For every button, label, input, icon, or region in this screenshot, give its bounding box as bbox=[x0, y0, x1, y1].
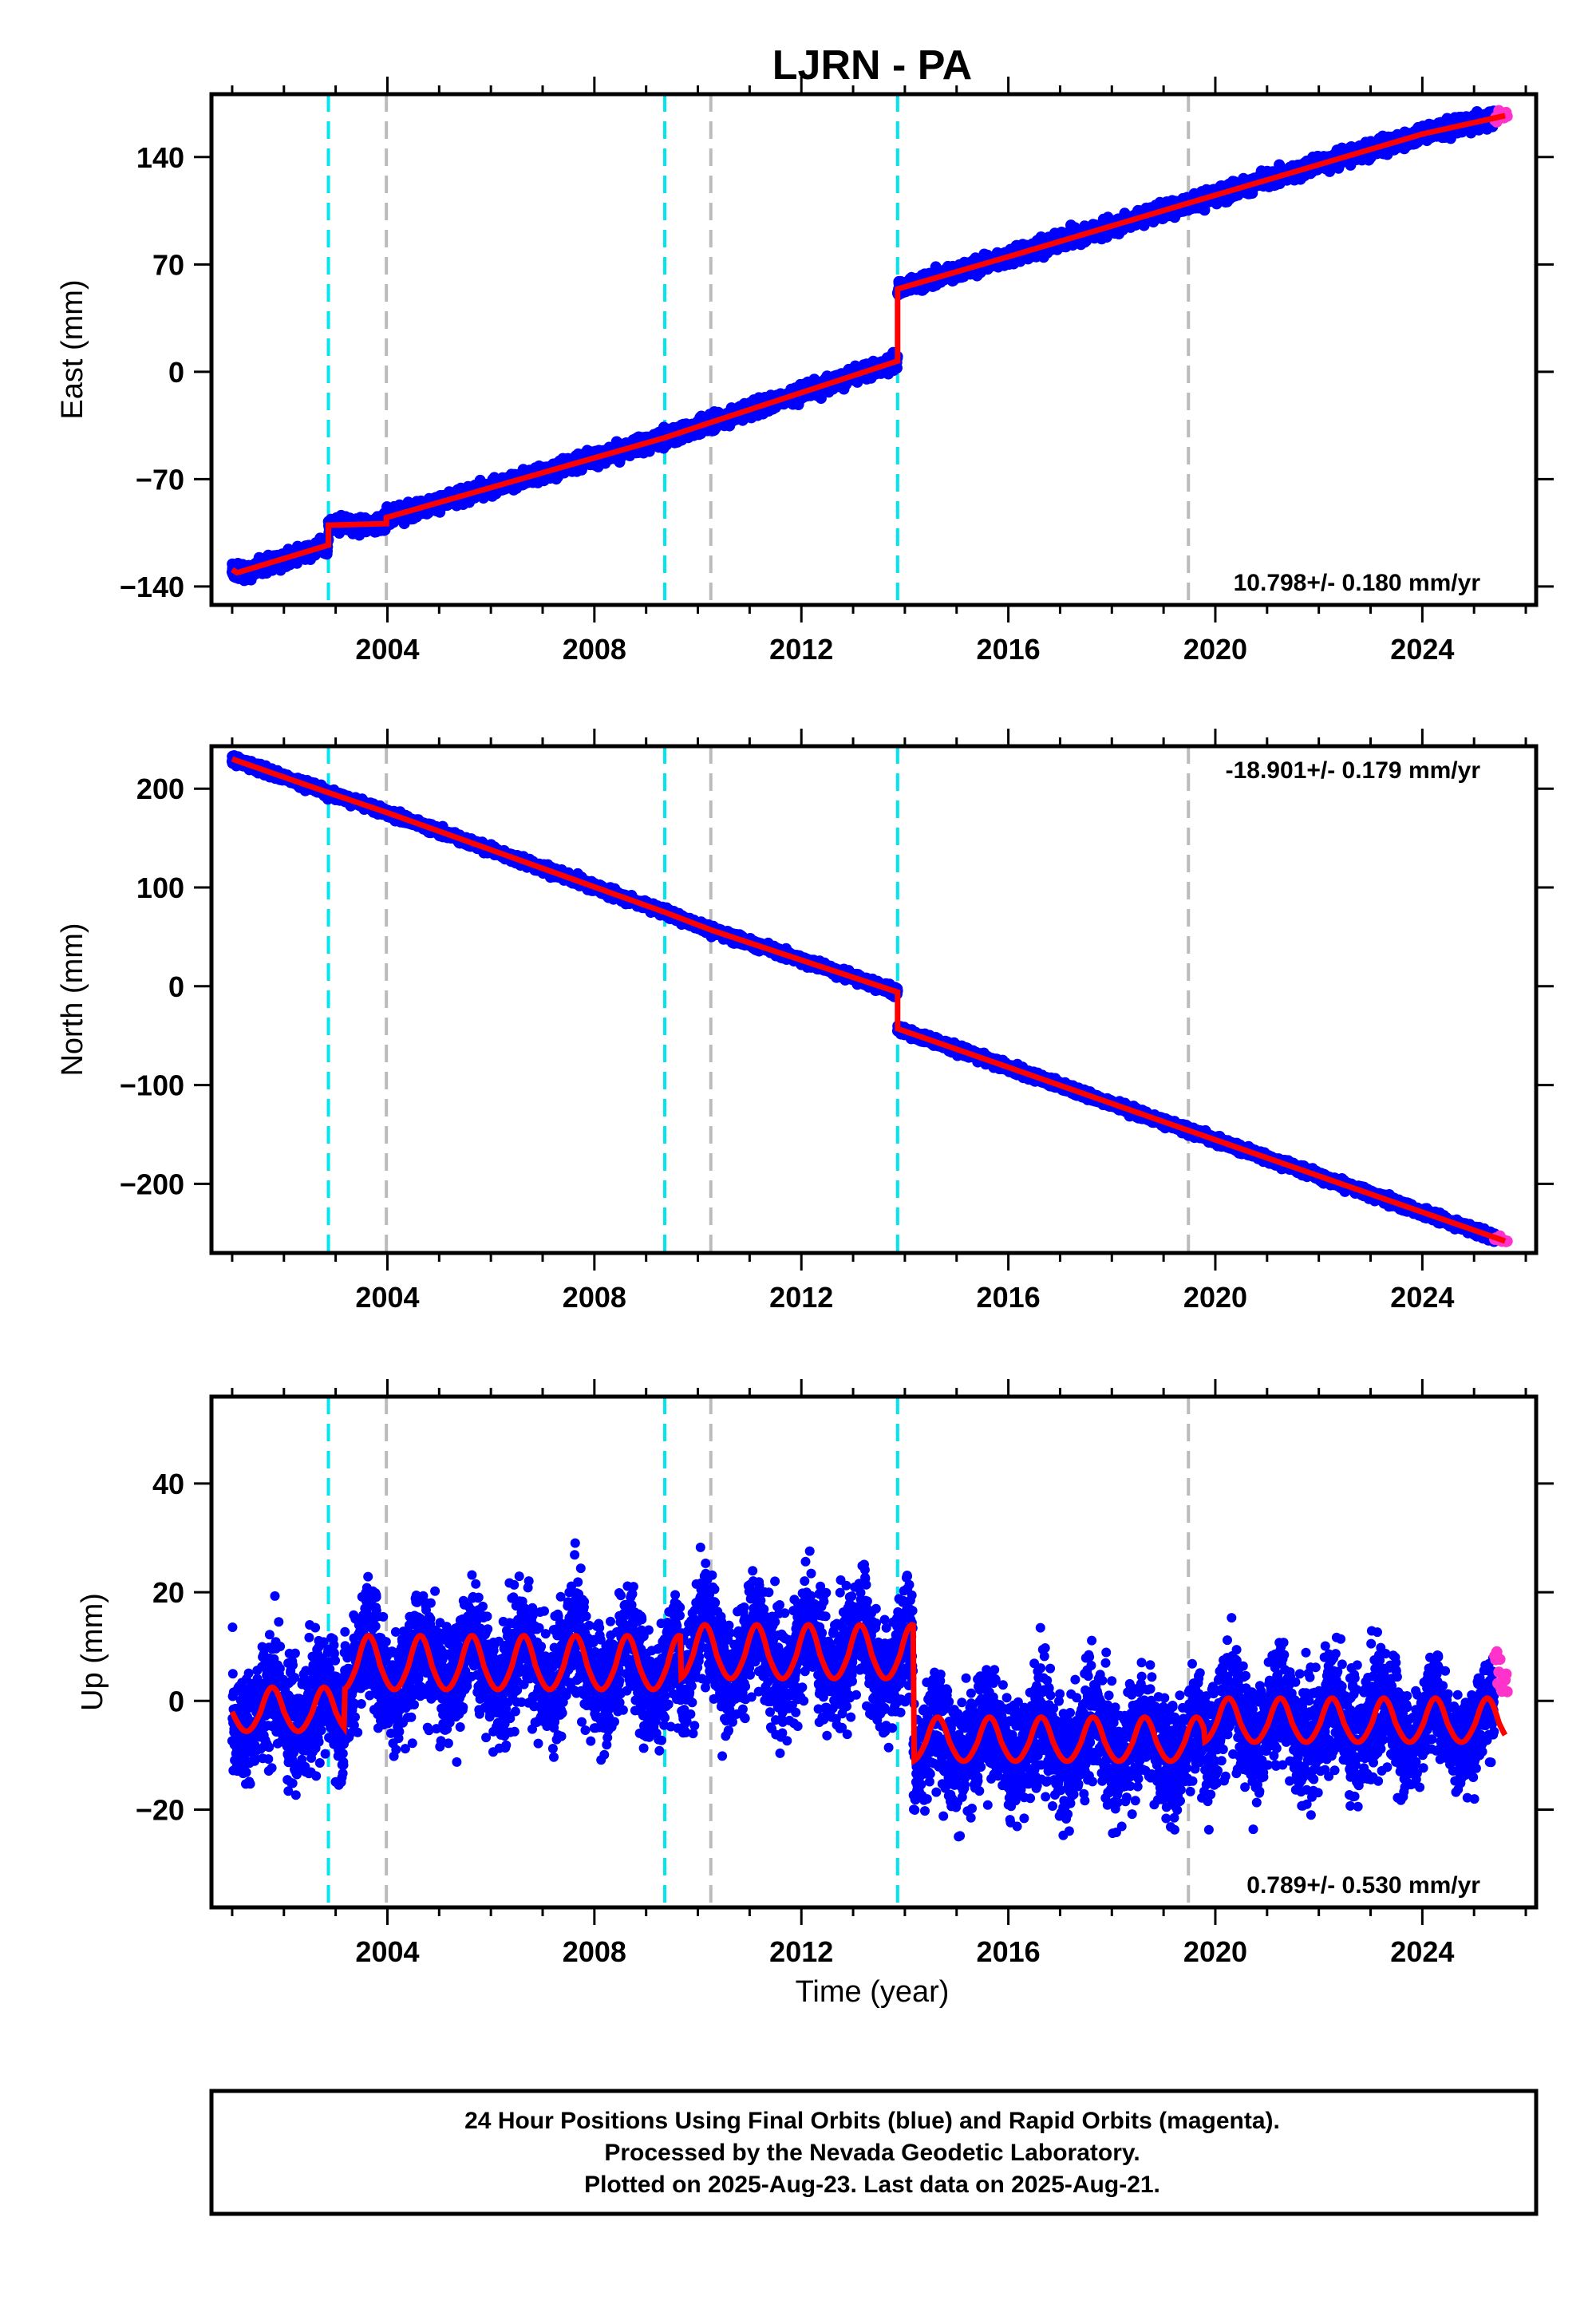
final-point bbox=[891, 362, 903, 373]
final-orbit-points bbox=[226, 105, 1501, 587]
chart-title: LJRN - PA bbox=[772, 42, 972, 89]
east-panel: 2004 2008 2012 2016 2020 2024−140−70070140Eas… bbox=[56, 77, 1554, 666]
